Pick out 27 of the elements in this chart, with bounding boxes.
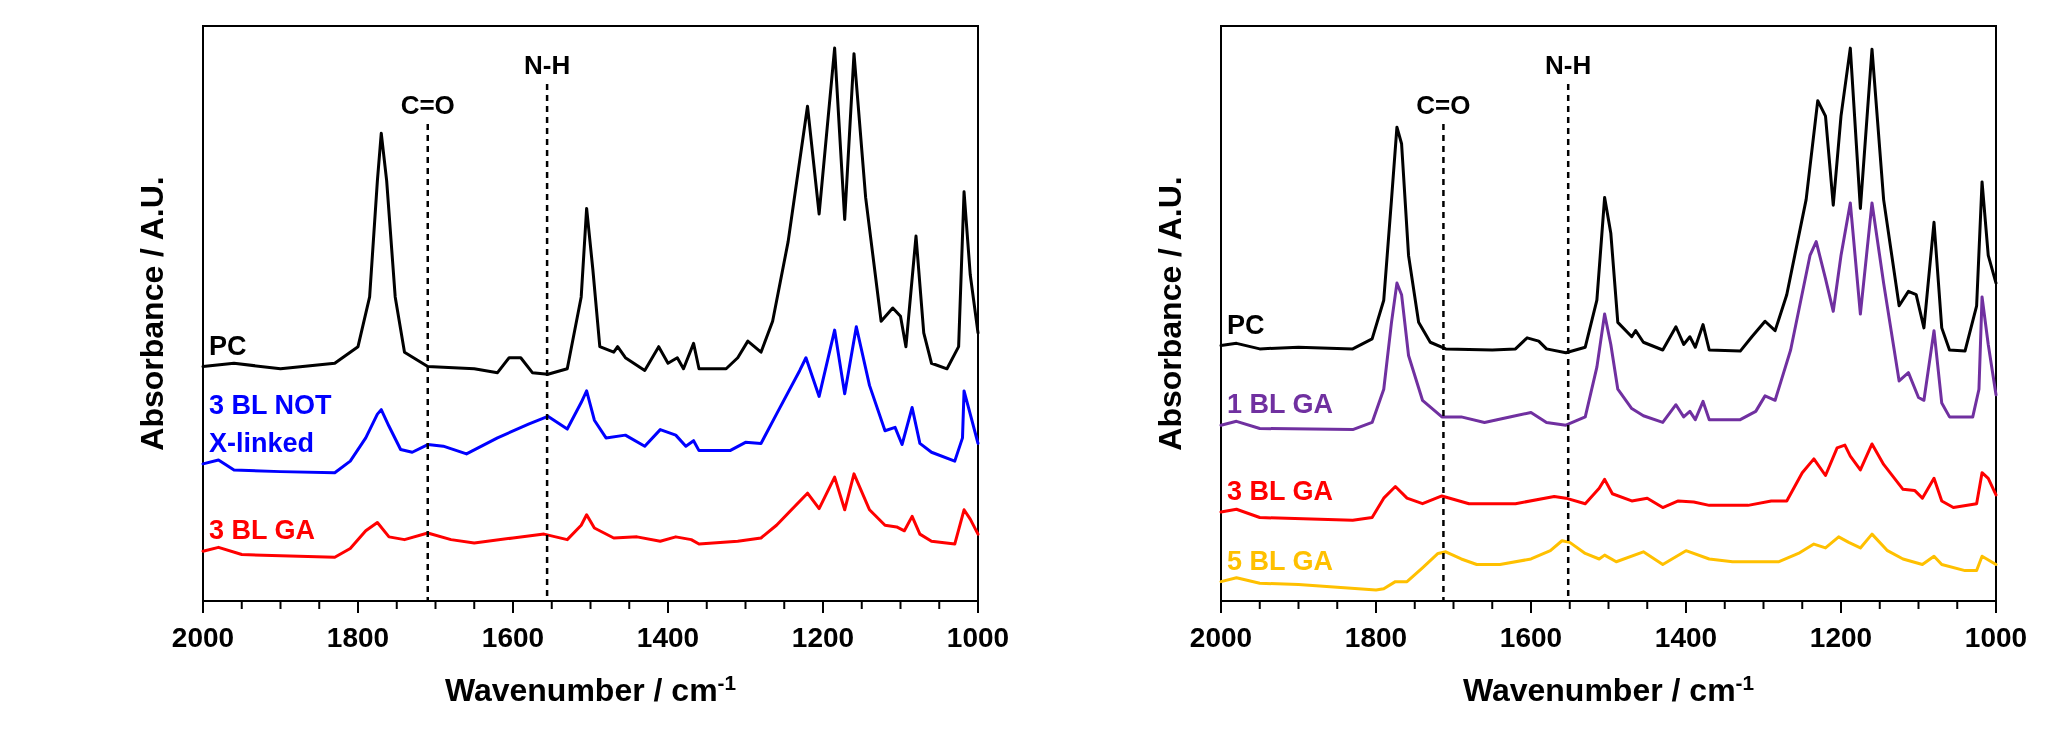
x-tick-label: 1000: [946, 622, 1010, 653]
x-tick-label: 1600: [1499, 622, 1563, 653]
y-axis-title: Absorbance / A.U.: [1152, 176, 1188, 451]
series-label: PC: [209, 330, 247, 361]
series-label: 3 BL GA: [209, 515, 316, 546]
x-axis-title: Wavenumber / cm$^{-1}$: [1462, 670, 1755, 708]
ref-line-label: C=O: [400, 90, 455, 120]
x-tick-label: 1200: [1809, 622, 1873, 653]
series-label: 5 BL GA: [1227, 545, 1334, 576]
x-tick-label: 1000: [1964, 622, 2028, 653]
x-tick-label: 2000: [171, 622, 235, 653]
series-label: 1 BL GA: [1227, 389, 1334, 420]
ref-line-label: N-H: [523, 50, 571, 80]
x-axis-title: Wavenumber / cm$^{-1}$: [444, 670, 737, 708]
series-label: PC: [1227, 309, 1265, 340]
x-tick-label: 1800: [1344, 622, 1408, 653]
x-tick-label: 2000: [1189, 622, 1253, 653]
ref-line-label: C=O: [1416, 90, 1471, 120]
x-tick-label: 1200: [791, 622, 855, 653]
x-tick-label: 1600: [481, 622, 545, 653]
x-tick-label: 1400: [636, 622, 700, 653]
x-tick-label: 1800: [326, 622, 390, 653]
x-tick-label: 1400: [1654, 622, 1718, 653]
y-axis-title: Absorbance / A.U.: [134, 176, 170, 451]
series-label: 3 BL GA: [1227, 475, 1334, 506]
ref-line-label: N-H: [1545, 50, 1592, 80]
series-label: 3 BL NOT X-linked: [209, 389, 333, 458]
